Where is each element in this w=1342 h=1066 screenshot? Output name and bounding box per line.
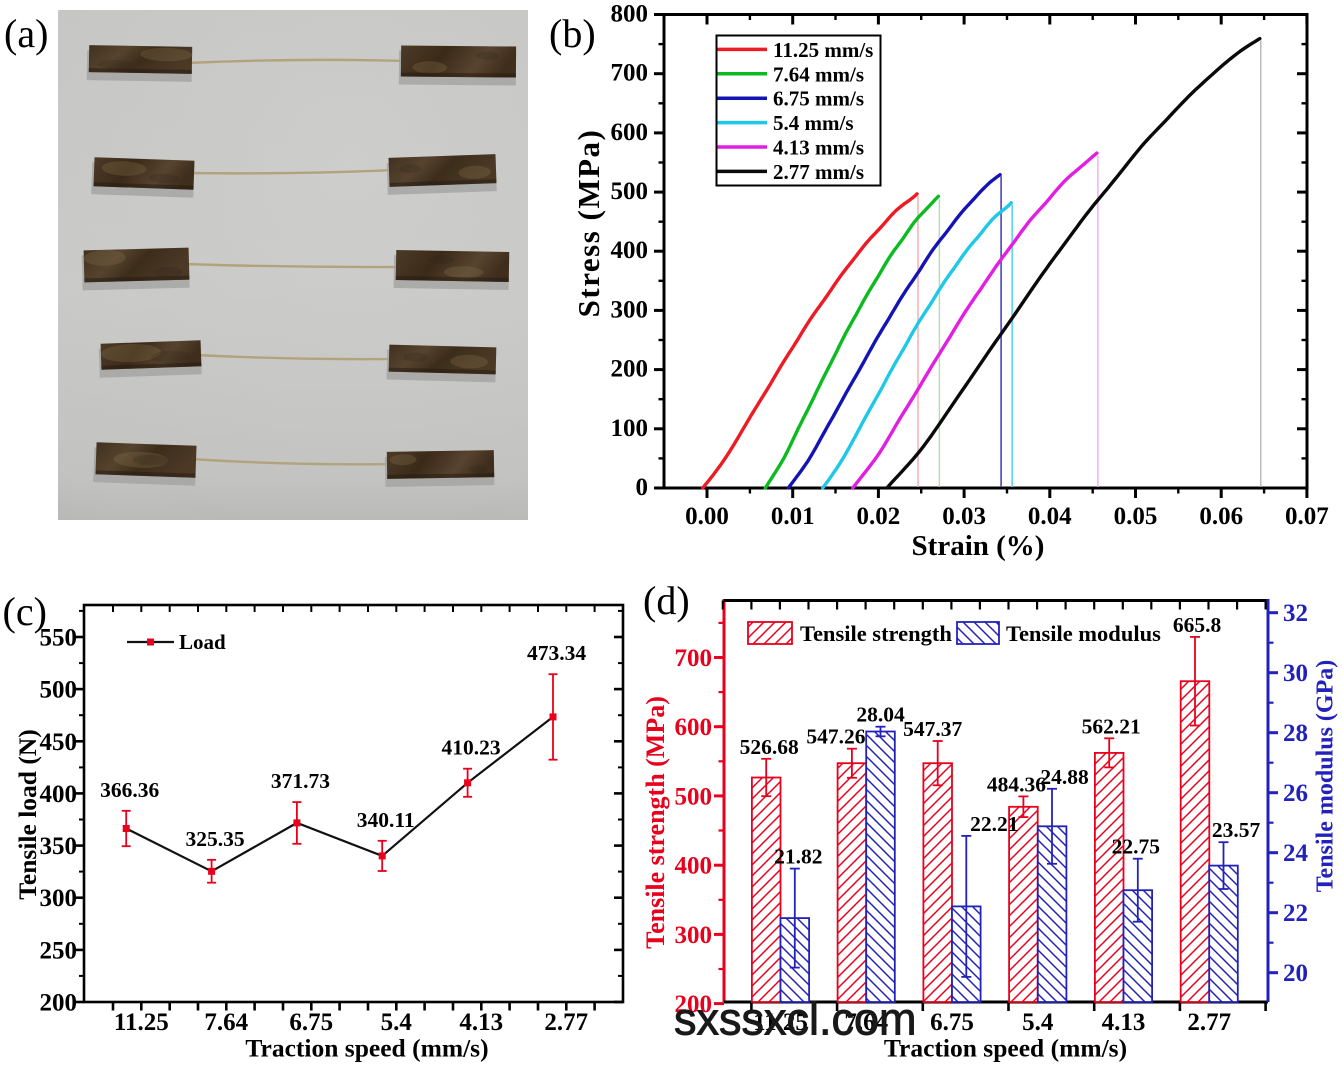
svg-text:547.26: 547.26	[806, 725, 865, 749]
svg-text:(a): (a)	[4, 11, 48, 56]
svg-text:300: 300	[675, 922, 713, 949]
svg-text:300: 300	[611, 296, 649, 323]
svg-text:32: 32	[1283, 600, 1308, 627]
svg-text:0.01: 0.01	[771, 503, 815, 530]
svg-text:Load: Load	[179, 630, 226, 654]
svg-text:6.75: 6.75	[930, 1009, 974, 1036]
svg-text:24: 24	[1283, 840, 1309, 867]
svg-text:7.64: 7.64	[844, 1009, 888, 1036]
svg-text:22.21: 22.21	[970, 812, 1018, 836]
svg-text:0: 0	[636, 474, 649, 501]
svg-text:500: 500	[40, 677, 78, 704]
svg-text:(d): (d)	[643, 578, 690, 623]
svg-text:5.4 mm/s: 5.4 mm/s	[773, 111, 854, 135]
svg-text:22: 22	[1283, 900, 1308, 927]
svg-text:550: 550	[40, 625, 78, 652]
svg-text:600: 600	[675, 714, 713, 741]
svg-text:700: 700	[675, 645, 713, 672]
svg-text:0.07: 0.07	[1285, 503, 1329, 530]
svg-text:Tensile modulus: Tensile modulus	[1006, 621, 1161, 646]
svg-text:11.25 mm/s: 11.25 mm/s	[773, 38, 873, 62]
svg-text:100: 100	[611, 415, 649, 442]
svg-text:Tensile modulus (GPa): Tensile modulus (GPa)	[1312, 660, 1338, 893]
svg-text:250: 250	[40, 937, 78, 964]
svg-text:21.82: 21.82	[774, 845, 822, 869]
svg-text:500: 500	[675, 783, 713, 810]
svg-text:4.13: 4.13	[459, 1009, 503, 1036]
svg-text:5.4: 5.4	[1022, 1009, 1054, 1036]
svg-text:484.36: 484.36	[987, 772, 1046, 796]
svg-text:6.75: 6.75	[289, 1009, 333, 1036]
svg-text:Traction speed (mm/s): Traction speed (mm/s)	[245, 1034, 488, 1063]
svg-text:473.34: 473.34	[527, 641, 586, 665]
svg-text:28.04: 28.04	[856, 703, 905, 727]
svg-text:(b): (b)	[549, 11, 596, 56]
svg-text:2.77 mm/s: 2.77 mm/s	[773, 160, 864, 184]
svg-text:340.11: 340.11	[357, 808, 415, 832]
svg-text:sxssxcl.com: sxssxcl.com	[674, 994, 917, 1045]
svg-text:6.75 mm/s: 6.75 mm/s	[773, 87, 864, 111]
svg-text:600: 600	[611, 119, 649, 146]
svg-text:700: 700	[611, 60, 649, 87]
svg-text:0.05: 0.05	[1114, 503, 1158, 530]
svg-text:300: 300	[40, 885, 78, 912]
svg-text:Tensile strength (MPa): Tensile strength (MPa)	[641, 696, 670, 949]
svg-text:0.02: 0.02	[857, 503, 901, 530]
svg-text:Tensile strength: Tensile strength	[800, 621, 952, 646]
svg-text:400: 400	[40, 781, 78, 808]
svg-text:0.03: 0.03	[942, 503, 986, 530]
svg-text:30: 30	[1283, 660, 1308, 687]
svg-text:800: 800	[611, 1, 649, 28]
svg-text:2.77: 2.77	[544, 1009, 588, 1036]
svg-text:410.23: 410.23	[442, 736, 501, 760]
svg-text:Strain (%): Strain (%)	[912, 530, 1045, 562]
svg-text:450: 450	[40, 729, 78, 756]
svg-text:7.64: 7.64	[204, 1009, 248, 1036]
svg-text:665.8: 665.8	[1173, 613, 1222, 637]
svg-text:526.68: 526.68	[740, 735, 799, 759]
svg-text:200: 200	[611, 356, 649, 383]
svg-text:7.64 mm/s: 7.64 mm/s	[773, 62, 864, 86]
svg-text:350: 350	[40, 833, 78, 860]
svg-text:366.36: 366.36	[100, 778, 159, 802]
svg-text:0.04: 0.04	[1028, 503, 1072, 530]
svg-text:4.13: 4.13	[1102, 1009, 1146, 1036]
svg-text:500: 500	[611, 178, 649, 205]
svg-text:Tensile load (N): Tensile load (N)	[13, 729, 42, 900]
svg-text:200: 200	[675, 991, 713, 1018]
svg-text:371.73: 371.73	[271, 769, 330, 793]
svg-text:26: 26	[1283, 780, 1308, 807]
svg-text:547.37: 547.37	[903, 717, 962, 741]
svg-text:23.57: 23.57	[1212, 818, 1261, 842]
svg-text:5.4: 5.4	[381, 1009, 413, 1036]
svg-text:24.88: 24.88	[1040, 765, 1089, 789]
svg-text:0.00: 0.00	[685, 503, 729, 530]
svg-text:11.25: 11.25	[114, 1009, 169, 1036]
svg-text:325.35: 325.35	[186, 827, 245, 851]
svg-text:20: 20	[1283, 960, 1308, 987]
svg-text:4.13 mm/s: 4.13 mm/s	[773, 136, 864, 160]
svg-text:562.21: 562.21	[1082, 714, 1141, 738]
svg-text:Traction speed (mm/s): Traction speed (mm/s)	[884, 1034, 1127, 1063]
svg-text:2.77: 2.77	[1187, 1009, 1231, 1036]
svg-text:22.75: 22.75	[1112, 835, 1160, 859]
svg-text:400: 400	[611, 237, 649, 264]
svg-text:28: 28	[1283, 720, 1308, 747]
svg-text:(c): (c)	[3, 589, 47, 634]
svg-text:Stress (MPa): Stress (MPa)	[571, 129, 606, 318]
svg-text:200: 200	[40, 990, 78, 1017]
svg-text:400: 400	[675, 853, 713, 880]
svg-text:0.06: 0.06	[1199, 503, 1243, 530]
svg-text:11.25: 11.25	[753, 1009, 808, 1036]
